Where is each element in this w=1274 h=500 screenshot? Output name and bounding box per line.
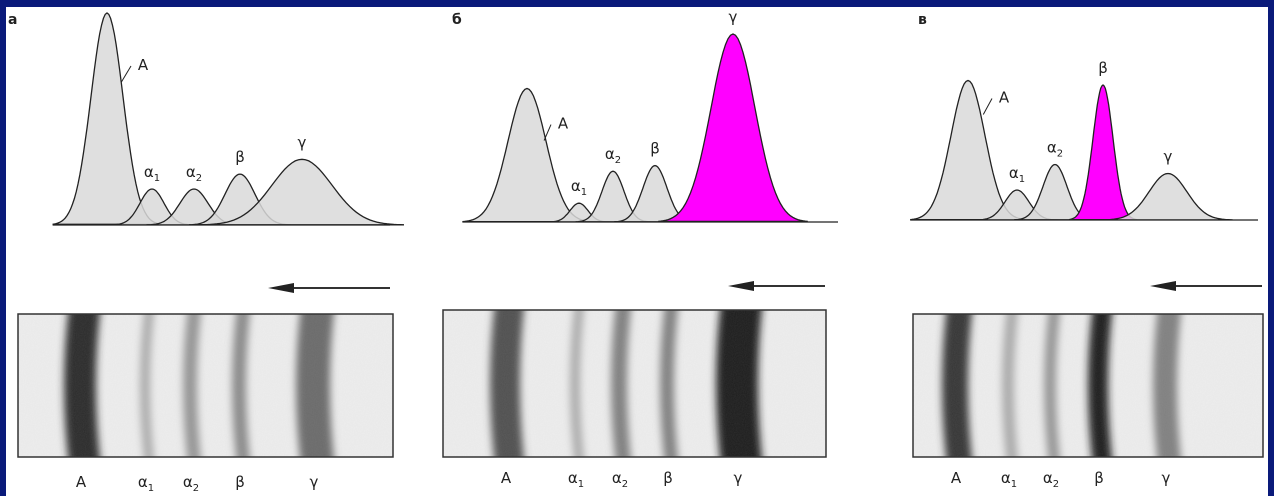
peak-label-a2-subscript: 2	[615, 155, 621, 166]
gel-grain	[443, 310, 826, 457]
band-label-3: β	[235, 473, 245, 491]
peak-label-A-main: A	[138, 56, 149, 74]
gel-strip	[913, 304, 1263, 467]
peak-label-A-main: A	[558, 115, 569, 133]
band-label-1-subscript: 1	[148, 483, 154, 494]
band-label-3: β	[663, 469, 673, 487]
band-label-4: γ	[310, 473, 319, 491]
peak-label-a2-main: α	[1047, 139, 1057, 157]
band-label-4-main: γ	[734, 469, 743, 487]
panel-letter: а	[8, 12, 17, 28]
gel-grain	[18, 314, 393, 457]
peak-label-g: γ	[729, 8, 738, 26]
band-label-0: A	[951, 469, 962, 487]
peak-label-b: β	[650, 140, 660, 158]
band-label-3-main: β	[663, 469, 673, 487]
band-label-0: A	[76, 473, 87, 491]
band-label-0-main: A	[76, 473, 87, 491]
peak-label-b: β	[1098, 59, 1108, 77]
band-label-2-main: α	[612, 469, 622, 487]
band-label-3: β	[1094, 469, 1104, 487]
gel-grain	[913, 314, 1263, 457]
peak-label-a2-subscript: 2	[1057, 149, 1063, 160]
band-label-1-main: α	[138, 473, 148, 491]
band-label-4-main: γ	[1162, 469, 1171, 487]
gel-strip	[18, 304, 393, 467]
peak-label-g-main: γ	[298, 133, 307, 151]
band-label-4: γ	[734, 469, 743, 487]
peak-label-a1-main: α	[571, 177, 581, 195]
peak-label-A: A	[999, 89, 1010, 107]
band-label-1-main: α	[568, 469, 578, 487]
peak-label-g: γ	[1164, 148, 1173, 166]
panel-letter: б	[452, 12, 462, 28]
peak-label-b-main: β	[235, 148, 245, 166]
band-label-3-main: β	[1094, 469, 1104, 487]
peak-label-g-main: γ	[729, 8, 738, 26]
peak-label-g-main: γ	[1164, 148, 1173, 166]
gel-strip	[443, 300, 826, 467]
band-label-1-subscript: 1	[1011, 479, 1017, 490]
peak-label-a1-main: α	[1009, 164, 1019, 182]
peak-label-A-main: A	[999, 89, 1010, 107]
peak-label-b: β	[235, 148, 245, 166]
panel-letter: в	[918, 12, 927, 28]
band-label-0-main: A	[951, 469, 962, 487]
peak-label-A: A	[558, 115, 569, 133]
peak-label-a1-subscript: 1	[1019, 174, 1025, 185]
peak-label-a1-main: α	[144, 163, 154, 181]
band-label-0-main: A	[501, 469, 512, 487]
band-label-2-subscript: 2	[622, 479, 628, 490]
peak-label-a2-main: α	[186, 163, 196, 181]
band-label-2-subscript: 2	[193, 483, 199, 494]
peak-label-a2-main: α	[605, 145, 615, 163]
band-label-4-main: γ	[310, 473, 319, 491]
band-label-4: γ	[1162, 469, 1171, 487]
peak-label-a1-subscript: 1	[581, 187, 587, 198]
band-label-2-subscript: 2	[1053, 479, 1059, 490]
band-label-3-main: β	[235, 473, 245, 491]
peak-label-b-main: β	[1098, 59, 1108, 77]
peak-label-b-main: β	[650, 140, 660, 158]
band-label-1-subscript: 1	[578, 479, 584, 490]
band-label-1-main: α	[1001, 469, 1011, 487]
band-label-2-main: α	[1043, 469, 1053, 487]
peak-label-g: γ	[298, 133, 307, 151]
band-label-2-main: α	[183, 473, 193, 491]
peak-label-a1-subscript: 1	[154, 173, 160, 184]
peak-label-A: A	[138, 56, 149, 74]
band-label-0: A	[501, 469, 512, 487]
peak-label-a2-subscript: 2	[196, 173, 202, 184]
